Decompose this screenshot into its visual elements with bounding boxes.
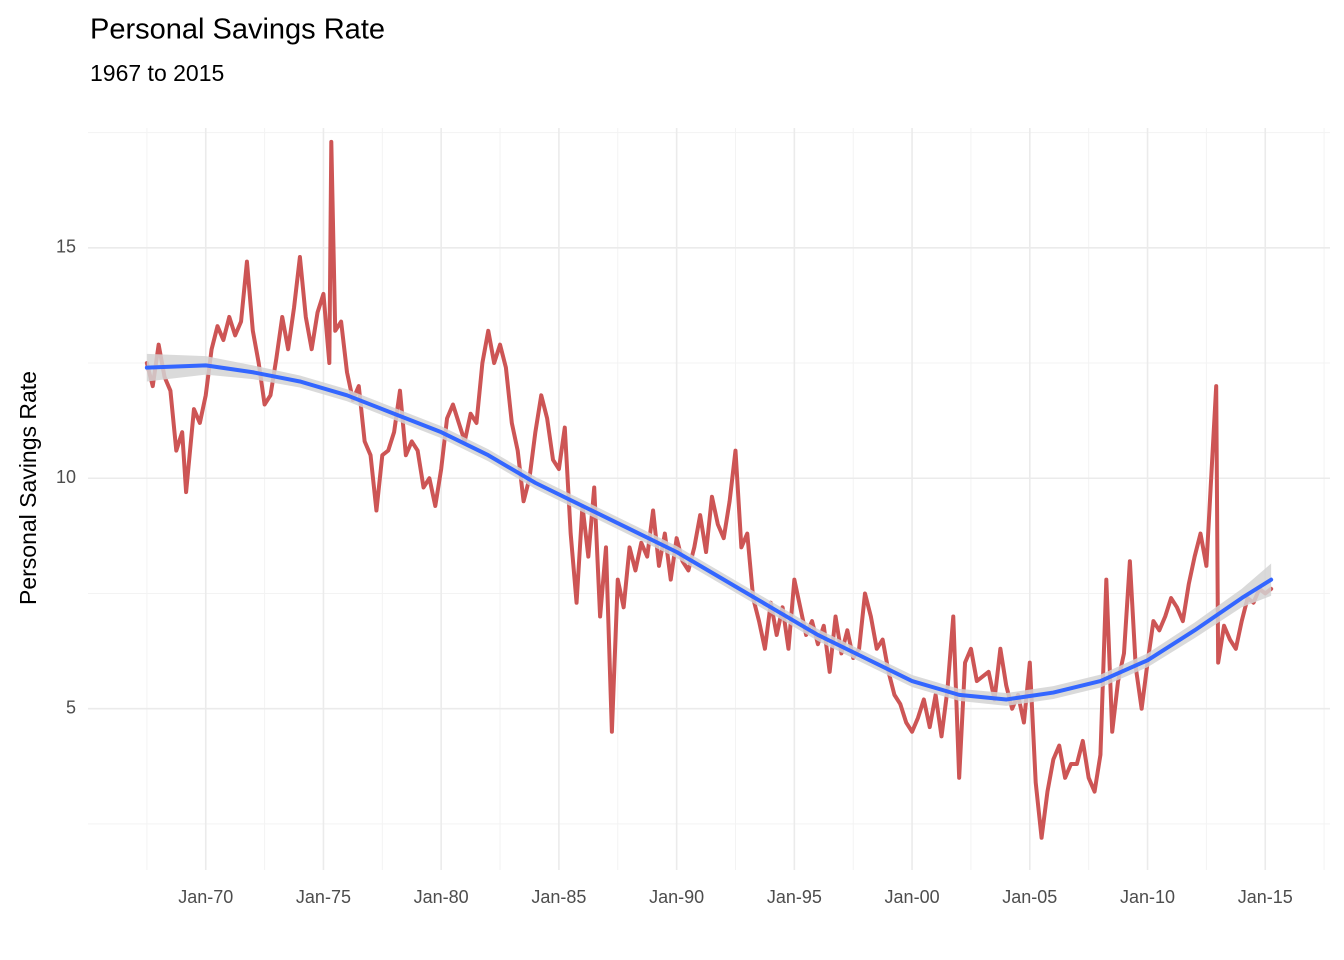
series-line bbox=[144, 139, 1274, 840]
x-tick-label: Jan-80 bbox=[414, 887, 469, 907]
x-tick-label: Jan-90 bbox=[649, 887, 704, 907]
series-line bbox=[144, 363, 1274, 702]
x-tick-label: Jan-70 bbox=[178, 887, 233, 907]
x-tick-label: Jan-10 bbox=[1120, 887, 1175, 907]
x-tick-label: Jan-00 bbox=[885, 887, 940, 907]
chart-title: Personal Savings Rate bbox=[90, 14, 385, 46]
x-tick-label: Jan-15 bbox=[1238, 887, 1293, 907]
x-tick-label: Jan-05 bbox=[1002, 887, 1057, 907]
grid bbox=[88, 128, 1330, 870]
chart-subtitle: 1967 to 2015 bbox=[90, 60, 224, 86]
y-tick-label: 10 bbox=[56, 467, 76, 487]
x-tick-label: Jan-75 bbox=[296, 887, 351, 907]
marks bbox=[144, 139, 1274, 840]
y-tick-label: 5 bbox=[66, 697, 76, 717]
x-tick-label: Jan-85 bbox=[531, 887, 586, 907]
x-tick-label: Jan-95 bbox=[767, 887, 822, 907]
y-axis-label: Personal Savings Rate bbox=[15, 371, 41, 605]
y-tick-label: 15 bbox=[56, 237, 76, 257]
